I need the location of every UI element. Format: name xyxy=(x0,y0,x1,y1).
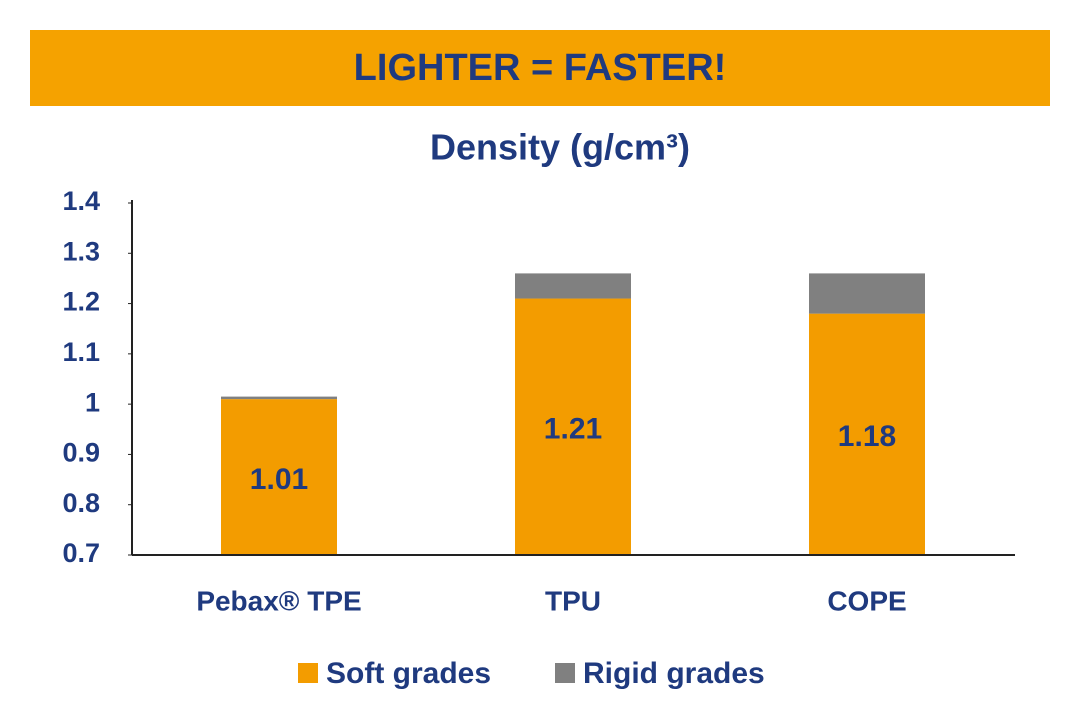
legend-swatch xyxy=(555,663,575,683)
y-tick-label: 1 xyxy=(85,387,100,417)
legend-swatch xyxy=(298,663,318,683)
y-tick-label: 0.8 xyxy=(62,488,100,518)
y-tick-label: 1.3 xyxy=(62,236,100,266)
bar-segment xyxy=(221,396,337,400)
y-tick-label: 1.4 xyxy=(62,186,100,216)
y-tick-label: 1.2 xyxy=(62,287,100,317)
legend-label: Soft grades xyxy=(326,657,491,690)
bar-segment xyxy=(809,313,925,555)
chart-title: Density (g/cm³) xyxy=(430,127,690,168)
y-tick-label: 0.7 xyxy=(62,538,100,568)
y-tick-label: 0.9 xyxy=(62,438,100,468)
value-label: 1.21 xyxy=(544,413,602,446)
bar-segment xyxy=(515,273,631,299)
y-tick-label: 1.1 xyxy=(62,337,100,367)
bar-segment xyxy=(515,298,631,555)
banner-background xyxy=(30,30,1050,106)
x-tick-label: COPE xyxy=(827,585,906,616)
x-tick-label: Pebax® TPE xyxy=(196,585,361,616)
bar-segment xyxy=(221,399,337,555)
value-label: 1.01 xyxy=(250,463,308,496)
banner-text: LIGHTER = FASTER! xyxy=(354,47,727,89)
bar-segment xyxy=(809,273,925,314)
legend-label: Rigid grades xyxy=(583,657,765,690)
x-tick-label: TPU xyxy=(545,585,601,616)
value-label: 1.18 xyxy=(838,420,896,453)
